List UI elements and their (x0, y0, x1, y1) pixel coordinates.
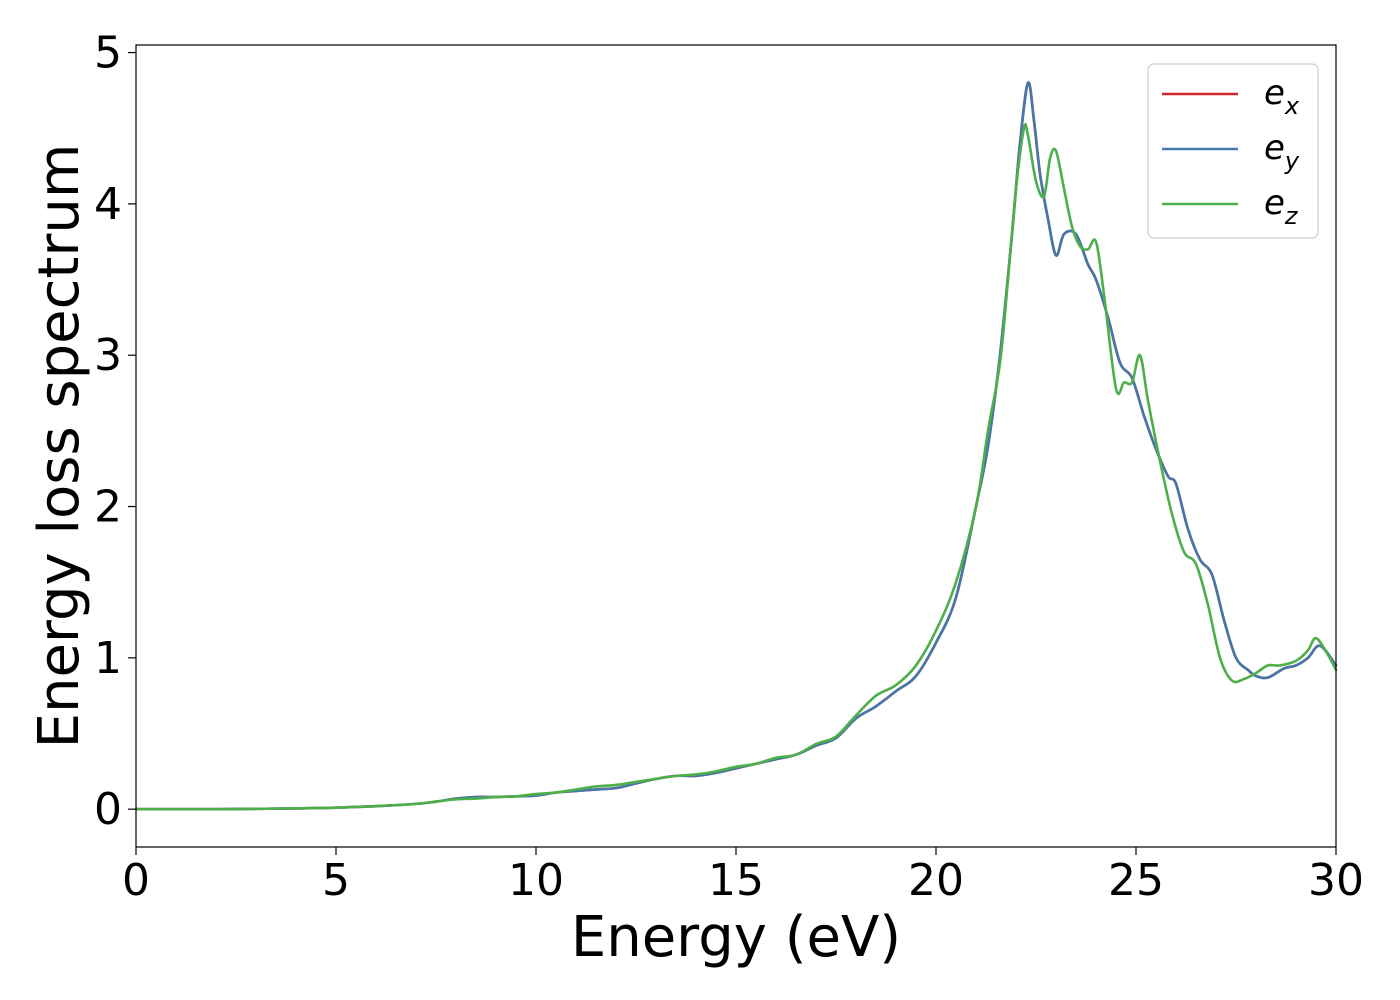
x-tick-label: 25 (1108, 855, 1164, 906)
x-ticks: 0 5 10 15 20 25 30 (122, 847, 1364, 906)
y-tick-label: 2 (94, 482, 122, 533)
y-tick-label: 4 (94, 179, 122, 230)
x-tick-label: 15 (708, 855, 764, 906)
series-layer (134, 81, 1338, 811)
x-tick-label: 5 (322, 855, 350, 906)
legend-label-base: e (1264, 73, 1285, 113)
y-tick-label: 5 (94, 28, 122, 79)
y-tick-label: 0 (94, 784, 122, 835)
legend-label-base: e (1264, 183, 1285, 223)
x-axis-title: Energy (eV) (571, 905, 901, 970)
plot-area (136, 45, 1336, 847)
legend-label-subscript: x (1284, 92, 1300, 120)
legend-frame (1147, 63, 1319, 239)
series-line-z (134, 123, 1338, 811)
legend-label-base: e (1264, 128, 1285, 168)
y-axis-title: Energy loss spectrum (27, 144, 92, 749)
y-ticks: 0 1 2 3 4 5 (94, 28, 136, 835)
x-tick-label: 20 (908, 855, 964, 906)
legend-label-z: ez (1264, 183, 1299, 230)
y-tick-label: 3 (94, 330, 122, 381)
legend-label-x: ex (1264, 73, 1300, 120)
x-tick-label: 30 (1308, 855, 1364, 906)
x-tick-label: 10 (508, 855, 564, 906)
x-tick-label: 0 (122, 855, 150, 906)
legend-label-y: ey (1264, 128, 1300, 175)
legend-label-subscript: y (1284, 147, 1300, 175)
legend-label-subscript: z (1284, 202, 1299, 230)
y-tick-label: 1 (94, 633, 122, 684)
